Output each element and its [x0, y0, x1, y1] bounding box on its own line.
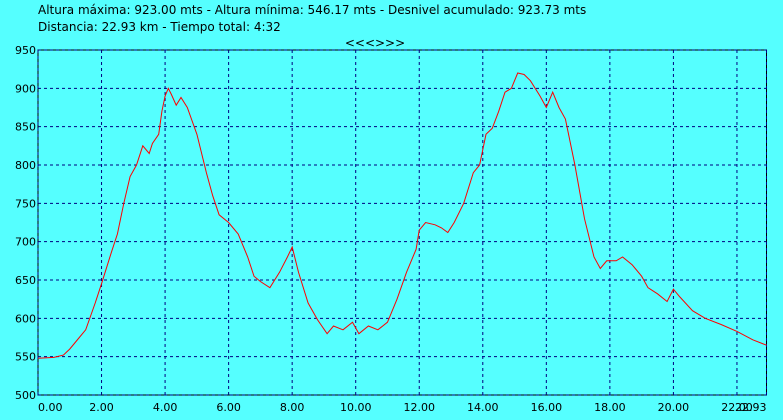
x-tick-label: 16.00 — [531, 401, 563, 414]
x-tick-label: 4.00 — [153, 401, 178, 414]
y-tick-label: 950 — [15, 44, 36, 57]
elevation-line — [37, 72, 767, 359]
x-tick-label: 6.00 — [216, 401, 241, 414]
x-tick-label: 18.00 — [594, 401, 626, 414]
x-tick-label: 10.00 — [340, 401, 372, 414]
y-tick-label: 900 — [15, 82, 36, 95]
x-tick-label: 8.00 — [280, 401, 305, 414]
y-tick-label: 600 — [15, 312, 36, 325]
chart-title: Altura máxima: 923.00 mts - Altura mínim… — [38, 3, 586, 17]
chart-subtitle: Distancia: 22.93 km - Tiempo total: 4:32 — [38, 20, 281, 34]
x-tick-label: 22.93 — [735, 401, 767, 414]
x-tick-label: 12.00 — [403, 401, 435, 414]
x-tick-label: 20.00 — [658, 401, 690, 414]
y-tick-label: 800 — [15, 159, 36, 172]
nav-label[interactable]: <<<>>> — [345, 36, 405, 50]
x-tick-label: 22.00 — [721, 401, 753, 414]
y-tick-label: 650 — [15, 274, 36, 287]
y-tick-label: 550 — [15, 351, 36, 364]
y-tick-label: 700 — [15, 236, 36, 249]
y-tick-label: 500 — [15, 389, 36, 402]
plot-frame — [37, 49, 767, 396]
x-tick-label: 2.00 — [89, 401, 114, 414]
y-tick-label: 750 — [15, 197, 36, 210]
x-tick-label: 14.00 — [467, 401, 499, 414]
y-tick-label: 850 — [15, 121, 36, 134]
x-tick-label: 0.00 — [38, 401, 63, 414]
